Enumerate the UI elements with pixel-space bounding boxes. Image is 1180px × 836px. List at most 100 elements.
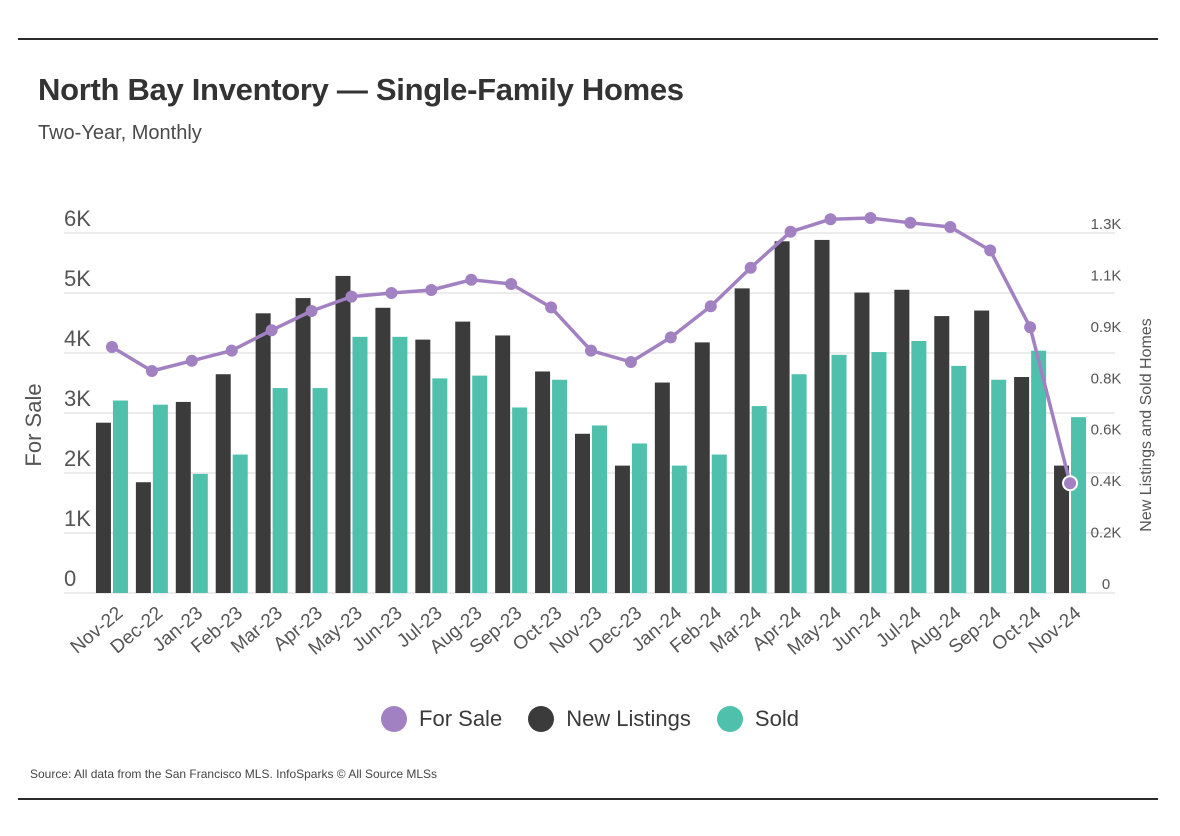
bar-new-listings [894,289,910,593]
bar-new-listings [814,239,830,593]
point-for-sale [1062,475,1079,492]
bar-new-listings [175,401,191,593]
legend-item-sold[interactable]: Sold [716,706,799,732]
bar-sold [152,404,168,593]
bar-new-listings [215,374,231,593]
bar-new-listings [255,313,271,593]
point-for-sale [624,356,637,368]
bar-new-listings [1014,377,1030,593]
source-note: Source: All data from the San Francisco … [30,767,438,781]
bar-sold [552,379,568,593]
bar-sold [991,379,1007,593]
legend-swatch-new-listings [528,706,555,732]
bar-sold [791,374,807,593]
point-for-sale [185,354,198,367]
left-tick-label: 2K [64,446,91,471]
bar-sold [392,336,408,593]
bar-sold [232,454,248,593]
right-tick-label: 1.3K [1091,216,1122,233]
point-for-sale [664,331,677,344]
bar-sold [192,473,208,593]
bar-sold [512,407,528,593]
bar-sold [871,352,887,593]
bar-sold [592,425,607,593]
bar-new-listings [415,339,431,593]
right-tick-label: 0.8K [1091,370,1122,387]
bar-new-listings [654,382,670,593]
point-for-sale [864,212,877,224]
point-for-sale [704,300,717,313]
bar-sold [1071,417,1087,593]
bar-new-listings [575,433,590,593]
right-tick-label: 0 [1102,576,1110,593]
point-for-sale [784,225,797,238]
point-for-sale [225,344,238,357]
legend-label-for-sale: For Sale [419,706,503,731]
bar-sold [432,378,448,593]
point-for-sale [744,261,757,274]
point-for-sale [824,213,837,226]
point-for-sale [984,244,997,257]
chart-subtitle: Two-Year, Monthly [38,122,202,144]
left-tick-label: 3K [64,386,91,411]
point-for-sale [105,341,118,353]
left-axis-title: For Sale [21,383,46,466]
point-for-sale [145,365,158,377]
bar-sold [951,365,967,593]
left-tick-label: 4K [64,326,91,351]
left-tick-label: 1K [64,506,91,531]
bar-new-listings [614,465,630,593]
point-for-sale [944,221,957,233]
bar-new-listings [1054,465,1070,593]
bar-sold [312,388,328,593]
point-for-sale [345,290,358,303]
bar-sold [352,336,368,593]
point-for-sale [585,344,597,357]
bar-new-listings [455,321,471,593]
point-for-sale [545,301,558,314]
legend-swatch-sold [716,706,743,732]
bar-new-listings [694,342,710,593]
point-for-sale [425,284,438,296]
bar-sold [711,454,727,593]
point-for-sale [465,273,478,286]
right-tick-label: 0.4K [1091,473,1122,490]
right-tick-label: 0.9K [1091,319,1122,336]
right-tick-label: 0.2K [1091,525,1122,542]
legend-label-new-listings: New Listings [566,706,691,731]
point-for-sale [505,278,518,290]
right-tick-label: 1.1K [1091,267,1122,284]
bar-sold [472,375,488,593]
legend-label-sold: Sold [754,706,799,731]
bar-new-listings [974,310,990,593]
point-for-sale [265,324,278,337]
bar-sold [671,465,687,593]
bar-sold [911,341,927,593]
bar-new-listings [774,241,790,594]
bar-new-listings [734,288,750,593]
legend-swatch-for-sale [381,706,408,732]
bar-new-listings [495,335,511,593]
bar-new-listings [335,275,351,593]
bar-new-listings [375,307,391,593]
point-for-sale [385,287,398,299]
bar-new-listings [854,292,870,593]
point-for-sale [305,305,318,317]
left-tick-label: 6K [64,206,91,231]
point-for-sale [904,216,917,229]
top-rule [18,38,1158,40]
bar-sold [112,400,128,593]
bottom-rule [18,798,1158,800]
bar-new-listings [295,298,311,593]
left-tick-label: 0 [64,566,76,591]
legend-item-new-listings[interactable]: New Listings [528,706,691,732]
bar-sold [272,388,288,593]
chart-title: North Bay Inventory — Single-Family Home… [38,72,684,107]
point-for-sale [1024,321,1037,334]
bar-new-listings [135,482,151,593]
right-tick-label: 0.6K [1091,422,1122,439]
legend: For Sale New Listings Sold [0,706,1180,732]
right-axis-title: New Listings and Sold Homes [1138,318,1155,531]
legend-item-for-sale[interactable]: For Sale [381,706,502,732]
